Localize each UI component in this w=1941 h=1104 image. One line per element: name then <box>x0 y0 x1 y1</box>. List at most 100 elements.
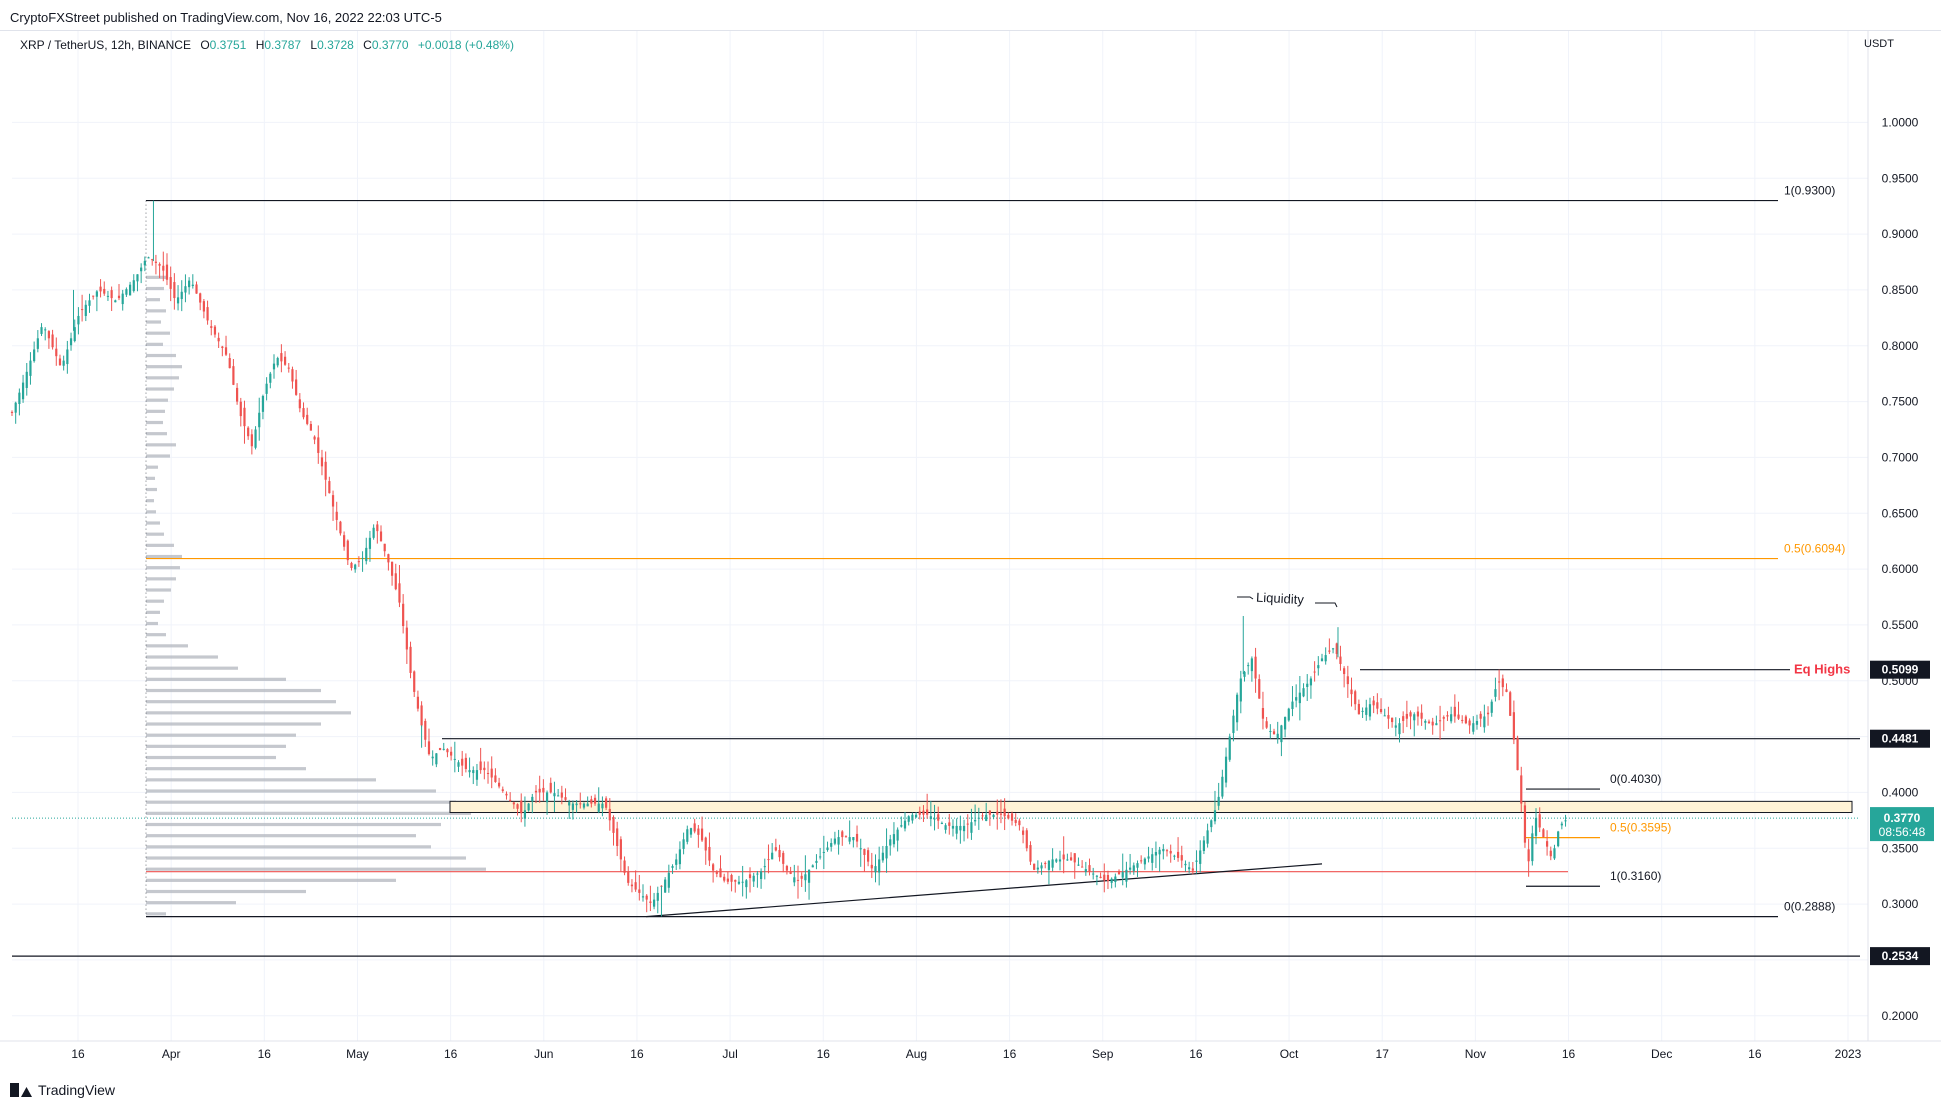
candle-body <box>1413 714 1416 721</box>
candle-body <box>409 646 412 673</box>
candle-body <box>1472 723 1475 732</box>
volume-profile-bar <box>146 342 163 346</box>
candle-body <box>619 839 622 860</box>
candle-body <box>36 338 39 349</box>
candle-body <box>590 799 593 804</box>
x-tick-label: May <box>346 1047 369 1061</box>
candle-body <box>996 811 999 815</box>
x-tick-label: 16 <box>630 1047 644 1061</box>
candle-body <box>553 793 556 797</box>
candle-body <box>815 860 818 863</box>
candle-body <box>1018 820 1021 826</box>
candle-body <box>486 772 490 774</box>
candle-body <box>1365 707 1368 715</box>
candle-body <box>217 337 220 342</box>
candle-body <box>1195 860 1198 862</box>
y-tick-label: 0.8500 <box>1882 283 1919 297</box>
candle-body <box>431 756 434 759</box>
y-tick-label: 0.7500 <box>1882 395 1919 409</box>
candle-body <box>516 804 519 809</box>
grid-layer <box>12 31 1868 1041</box>
candle-body <box>992 814 995 818</box>
candle-body <box>1221 776 1224 797</box>
candle-body <box>675 859 678 865</box>
candle-body <box>1306 683 1309 687</box>
candle-body <box>549 782 552 793</box>
candle-body <box>689 828 693 835</box>
candle-body <box>520 800 523 814</box>
x-tick-label: Sep <box>1092 1047 1114 1061</box>
candle-body <box>918 811 921 815</box>
candle-body <box>416 696 420 709</box>
volume-profile-bar <box>146 644 188 648</box>
candle-body <box>1557 831 1560 847</box>
x-tick-label: 16 <box>71 1047 85 1061</box>
candle-body <box>250 434 253 447</box>
candle-body <box>1025 830 1028 849</box>
countdown-text: 08:56:48 <box>1879 825 1926 839</box>
candle-body <box>1335 643 1338 654</box>
candle-body <box>623 860 626 873</box>
candle-body <box>40 327 43 334</box>
candle-body <box>1176 851 1180 858</box>
candle-body <box>671 866 674 868</box>
fib-label: 0.5(0.3595) <box>1610 821 1671 835</box>
candle-body <box>1151 854 1154 863</box>
candle-body <box>1416 711 1420 717</box>
candle-body <box>1103 874 1106 881</box>
candle-body <box>1136 863 1139 868</box>
candle-body <box>1276 733 1279 739</box>
symbol-text: XRP / TetherUS, 12h, BINANCE <box>20 38 191 52</box>
candle-body <box>531 796 534 802</box>
candle-body <box>1236 694 1239 723</box>
candle-body <box>811 865 814 868</box>
volume-profile-bar <box>146 309 166 313</box>
candle-body <box>490 768 493 778</box>
candle-body <box>1007 814 1010 819</box>
volume-profile-bar <box>146 666 238 670</box>
candle-body <box>560 792 563 798</box>
candle-body <box>1479 713 1482 719</box>
last-price-badge <box>1870 807 1934 842</box>
candle-body <box>704 837 707 851</box>
eq-highs-tag: Eq Highs <box>1794 662 1850 677</box>
candle-body <box>47 331 51 339</box>
candle-body <box>1272 731 1276 735</box>
candle-body <box>737 881 741 884</box>
volume-profile-bar <box>146 443 176 447</box>
candle-body <box>745 880 748 888</box>
candle-body <box>464 757 467 769</box>
candle-body <box>247 427 250 437</box>
x-tick-label: 16 <box>444 1047 458 1061</box>
volume-profile-bar <box>146 298 160 302</box>
candle-body <box>759 871 763 880</box>
candle-body <box>1081 866 1084 868</box>
volume-profile-bar <box>146 722 321 726</box>
candle-body <box>652 899 656 907</box>
candle-body <box>1254 656 1257 679</box>
x-tick-label: Jul <box>722 1047 737 1061</box>
candle-body <box>1055 859 1058 862</box>
candle-body <box>1117 870 1121 875</box>
x-tick-label: Aug <box>906 1047 927 1061</box>
candle-body <box>331 495 335 507</box>
candle-body <box>708 846 711 861</box>
candle-body <box>605 798 608 808</box>
candle-body <box>1442 717 1445 719</box>
candle-body <box>413 671 416 692</box>
chart-area[interactable]: 1(0.9300) 0.5(0.6094) 0(0.2888) 0(0.4030) 0.… <box>0 30 1941 1075</box>
candle-body <box>154 261 158 263</box>
candle-body <box>682 839 685 849</box>
supply-zone <box>449 800 1853 814</box>
candle-body <box>1505 689 1508 692</box>
candle-body <box>874 866 877 873</box>
candle-body <box>110 290 113 299</box>
candle-body <box>420 705 423 726</box>
candle-body <box>1073 853 1076 863</box>
x-tick-label: 17 <box>1376 1047 1390 1061</box>
candle-body <box>1339 656 1342 664</box>
chart-svg[interactable]: 1(0.9300) 0.5(0.6094) 0(0.2888) 0(0.4030) 0.… <box>0 31 1941 1075</box>
candle-body <box>627 871 630 883</box>
candle-body <box>545 792 549 803</box>
level-price-badge <box>1870 729 1930 748</box>
